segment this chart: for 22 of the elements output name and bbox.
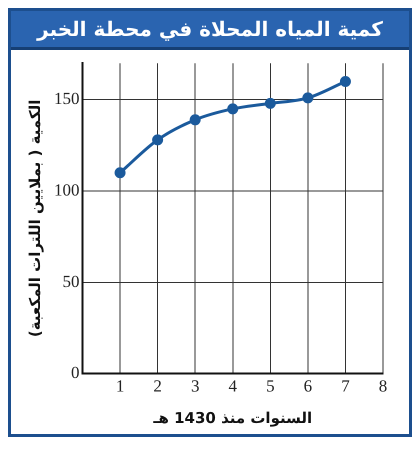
point <box>152 134 164 146</box>
y-axis-title: الكمية ( بملايين اللترات المكعبة) <box>26 100 44 338</box>
point <box>302 92 314 104</box>
point <box>114 167 126 178</box>
x-axis-title: السنوات منذ 1430 هـ <box>152 408 312 427</box>
x-tick-label: 2 <box>153 376 162 396</box>
point <box>190 114 201 126</box>
x-tick-label: 7 <box>341 376 350 396</box>
point <box>264 98 276 109</box>
point <box>227 103 238 114</box>
y-tick-label: 50 <box>62 272 80 291</box>
x-tick-label: 5 <box>266 376 275 396</box>
point <box>340 76 351 87</box>
y-tick-label: 100 <box>54 180 80 200</box>
x-tick-label: 1 <box>116 376 124 396</box>
x-tick-label: 6 <box>304 376 312 396</box>
x-tick-label: 4 <box>228 376 238 396</box>
x-tick-label: 8 <box>378 376 388 396</box>
x-tick-label: 3 <box>190 376 200 396</box>
y-tick-label: 150 <box>54 89 80 108</box>
chart-title: كمية المياه المحلاة في محطة الخبر <box>11 11 409 50</box>
y-tick-label: 0 <box>71 363 80 382</box>
